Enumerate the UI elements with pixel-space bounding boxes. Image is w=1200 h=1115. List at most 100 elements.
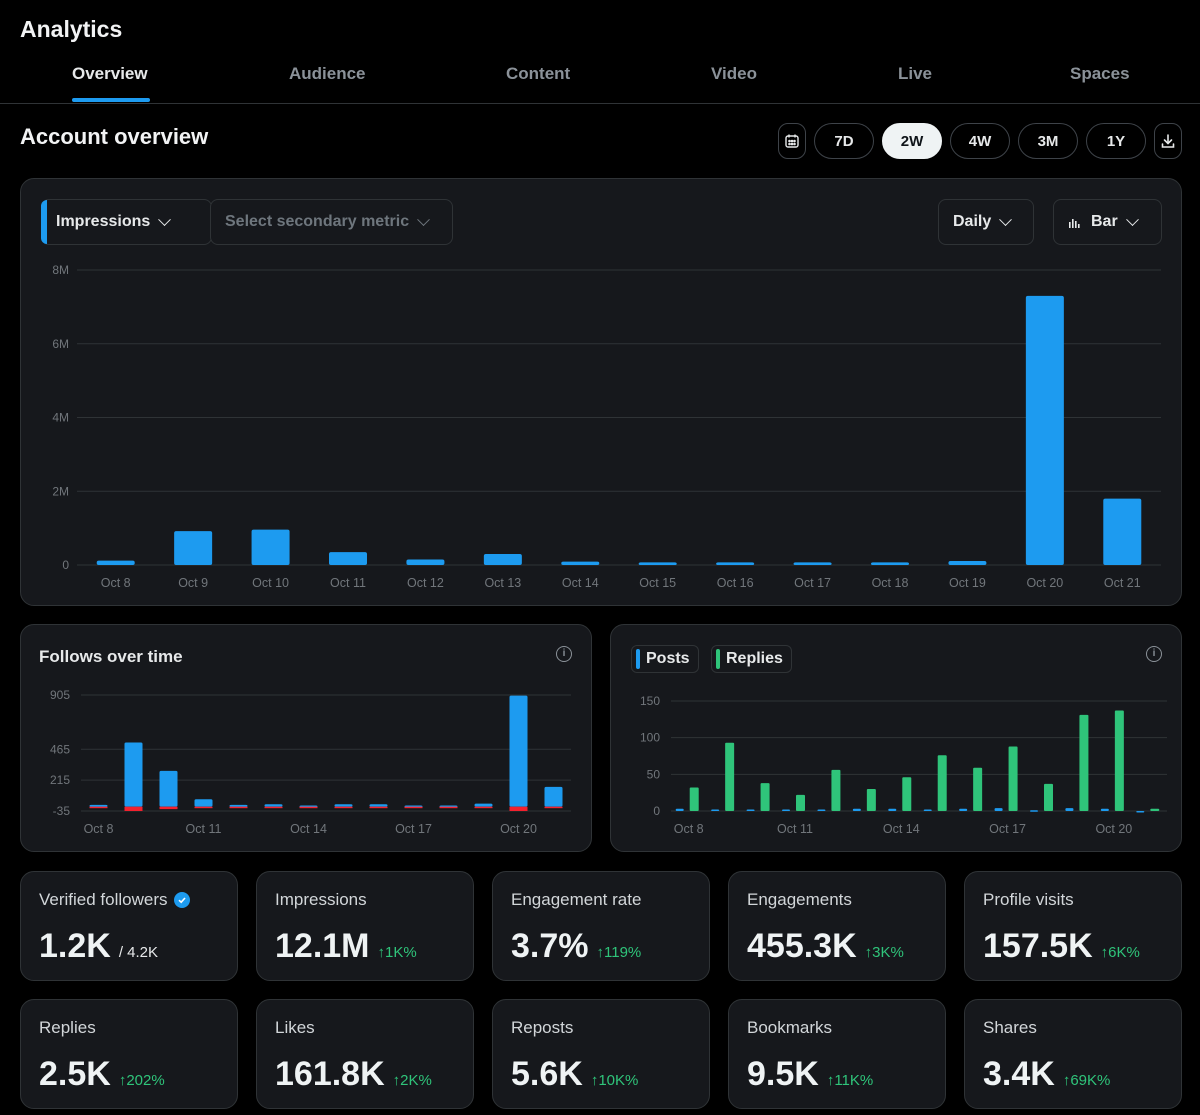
secondary-metric-select[interactable]: Select secondary metric <box>210 199 453 245</box>
unfollows-bar <box>369 806 388 809</box>
follows-bar <box>509 695 528 807</box>
y-tick-label: 100 <box>640 731 660 745</box>
posts-bar <box>711 809 720 812</box>
tab-overview[interactable]: Overview <box>72 64 148 83</box>
unfollows-bar <box>229 806 248 809</box>
replies-bar <box>866 789 876 811</box>
x-tick-label: Oct 20 <box>1095 822 1132 836</box>
impressions-bar <box>948 560 987 565</box>
impressions-bar <box>561 561 600 565</box>
primary-metric-select[interactable]: Impressions <box>41 199 212 245</box>
interval-select[interactable]: Daily <box>938 199 1034 245</box>
unfollows-bar <box>89 806 108 809</box>
posts-bar <box>1100 808 1109 811</box>
download-button[interactable] <box>1154 123 1182 159</box>
metric-card-engagement-rate[interactable]: Engagement rate 3.7% ↑119% <box>492 871 710 981</box>
impressions-bar <box>251 529 290 565</box>
secondary-metric-placeholder: Select secondary metric <box>225 213 410 230</box>
tab-content[interactable]: Content <box>506 64 571 83</box>
primary-metric-label: Impressions <box>56 213 151 230</box>
chart-type-select[interactable]: Bar <box>1053 199 1162 245</box>
replies-bar <box>937 755 947 811</box>
metric-delta: ↑202% <box>118 1072 165 1089</box>
unfollows-bar <box>474 806 493 809</box>
metric-card-reposts[interactable]: Reposts 5.6K ↑10K% <box>492 999 710 1109</box>
x-tick-label: Oct 14 <box>883 822 920 836</box>
metric-delta: ↑69K% <box>1062 1072 1111 1089</box>
impressions-bar <box>793 562 832 565</box>
y-tick-label: -35 <box>53 804 71 818</box>
metric-value: 9.5K <box>747 1055 819 1093</box>
info-icon[interactable]: i <box>556 646 572 662</box>
metric-card-impressions[interactable]: Impressions 12.1M ↑1K% <box>256 871 474 981</box>
metric-delta: ↑2K% <box>392 1072 432 1089</box>
metric-card-replies[interactable]: Replies 2.5K ↑202% <box>20 999 238 1109</box>
x-tick-label: Oct 11 <box>777 822 813 836</box>
y-tick-label: 4M <box>52 411 69 425</box>
x-tick-label: Oct 8 <box>101 576 131 590</box>
impressions-bar <box>96 560 135 565</box>
bar-chart-icon <box>1069 218 1080 228</box>
posts-replies-chart-card: Posts Replies i 0 50 100 150 Oct 8 Oct 11 Oct … <box>610 624 1182 852</box>
impressions-bar-chart: 0 2M 4M 6M 8M Oct 8 Oct 9 Oct 10 Oct 11 Oct 12 Oct… <box>52 263 1161 590</box>
posts-bar <box>888 808 897 811</box>
replies-bar <box>902 777 912 811</box>
y-tick-label: 905 <box>50 688 70 702</box>
follows-chart-card: Follows over time i -35 215 465 905 Oct 8 Oct… <box>20 624 592 852</box>
metric-card-engagements[interactable]: Engagements 455.3K ↑3K% <box>728 871 946 981</box>
y-tick-label: 50 <box>647 767 661 781</box>
impressions-bar <box>483 553 522 565</box>
metric-value-row: 3.7% ↑119% <box>511 927 641 966</box>
posts-bar <box>1136 811 1145 813</box>
tab-video[interactable]: Video <box>711 64 757 83</box>
impressions-bar <box>174 531 213 565</box>
metric-value-row: 455.3K ↑3K% <box>747 927 904 966</box>
x-tick-label: Oct 14 <box>562 576 599 590</box>
x-tick-label: Oct 11 <box>186 822 222 836</box>
unfollows-bar <box>544 806 563 809</box>
x-tick-label: Oct 8 <box>674 822 704 836</box>
follows-bar <box>369 804 388 807</box>
verified-badge-icon <box>173 892 190 908</box>
page-title: Analytics <box>20 16 123 42</box>
tab-audience[interactable]: Audience <box>289 64 366 83</box>
metric-card-likes[interactable]: Likes 161.8K ↑2K% <box>256 999 474 1109</box>
range-7d-button[interactable]: 7D <box>814 123 874 159</box>
info-icon[interactable]: i <box>1146 646 1162 662</box>
x-tick-label: Oct 15 <box>639 576 676 590</box>
metric-delta: ↑10K% <box>590 1072 639 1089</box>
legend-posts[interactable]: Posts <box>631 645 699 673</box>
metric-value: 157.5K <box>983 927 1093 965</box>
legend-replies[interactable]: Replies <box>711 645 792 673</box>
metric-total: / 4.2K <box>118 944 159 961</box>
metric-card-profile-visits[interactable]: Profile visits 157.5K ↑6K% <box>964 871 1182 981</box>
tab-spaces[interactable]: Spaces <box>1070 64 1130 83</box>
metric-label: Engagement rate <box>511 890 642 909</box>
impressions-bar <box>329 552 367 565</box>
metric-card-verified-followers[interactable]: Verified followers 1.2K / 4.2K <box>20 871 238 981</box>
x-tick-label: Oct 17 <box>395 822 432 836</box>
range-4w-button[interactable]: 4W <box>950 123 1010 159</box>
x-tick-label: Oct 12 <box>407 576 444 590</box>
unfollows-bar <box>509 806 528 811</box>
replies-bar <box>973 767 983 811</box>
follows-bar <box>474 803 493 807</box>
metric-card-bookmarks[interactable]: Bookmarks 9.5K ↑11K% <box>728 999 946 1109</box>
unfollows-bar <box>299 806 318 809</box>
calendar-button[interactable] <box>778 123 806 159</box>
posts-bar <box>746 809 755 812</box>
range-2w-button[interactable]: 2W <box>882 123 942 159</box>
posts-bar <box>817 809 826 812</box>
x-tick-label: Oct 17 <box>989 822 1026 836</box>
tab-live[interactable]: Live <box>898 64 933 83</box>
range-1y-button[interactable]: 1Y <box>1086 123 1146 159</box>
metric-delta: ↑11K% <box>826 1072 874 1089</box>
metric-value-row: 157.5K ↑6K% <box>983 927 1140 966</box>
metric-card-shares[interactable]: Shares 3.4K ↑69K% <box>964 999 1182 1109</box>
x-tick-label: Oct 17 <box>794 576 831 590</box>
unfollows-bar <box>404 806 423 809</box>
replies-bar <box>1150 808 1160 811</box>
chart-type-label: Bar <box>1091 213 1118 230</box>
range-3m-button[interactable]: 3M <box>1018 123 1078 159</box>
calendar-icon <box>785 134 799 148</box>
